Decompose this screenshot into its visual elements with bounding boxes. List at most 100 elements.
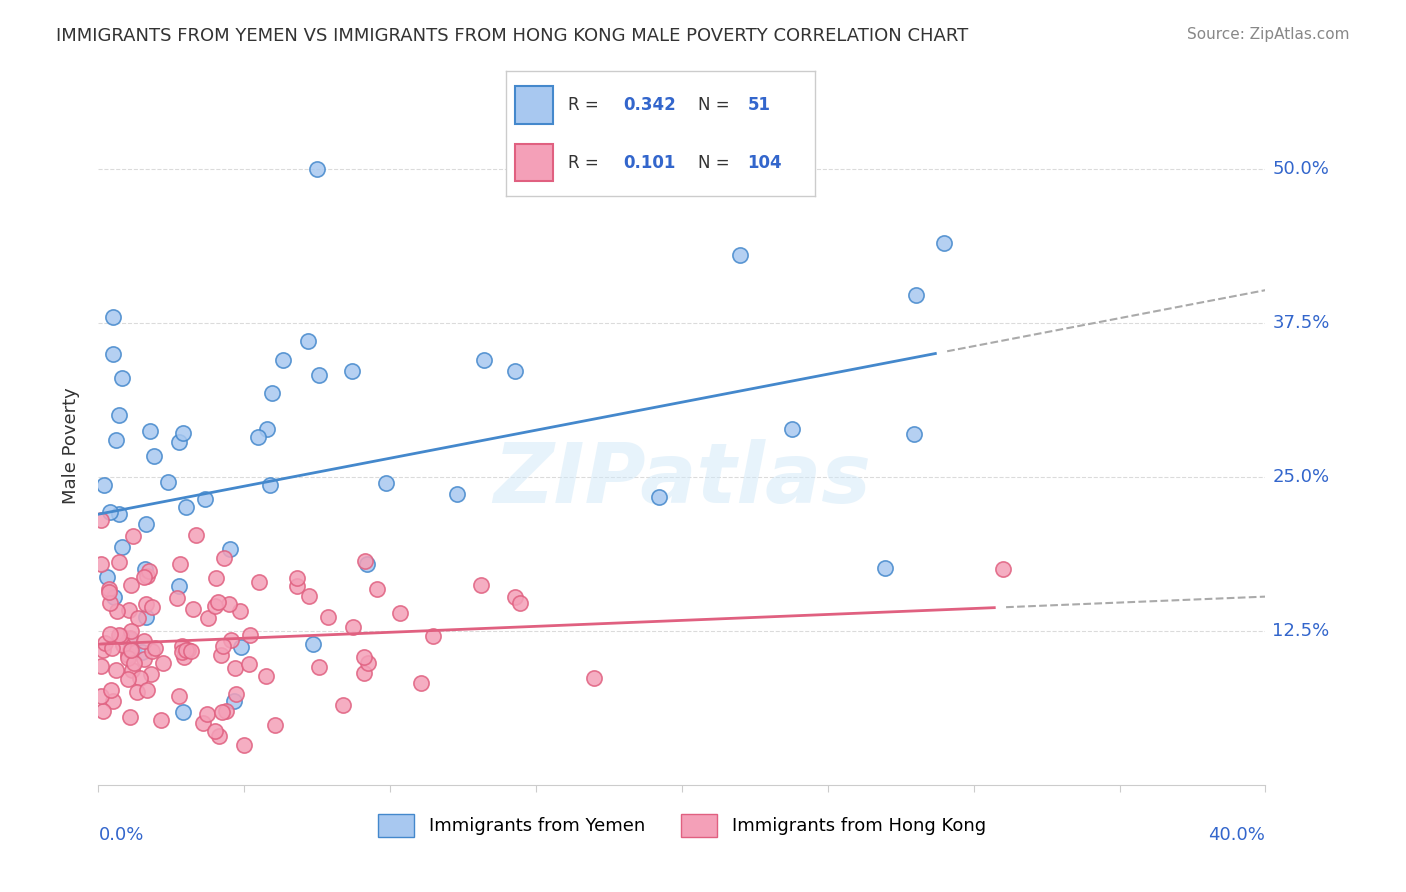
Point (93, 636, 115, 650)
Point (260, 386, 283, 401)
Point (90, 690, 112, 704)
Point (141, 600, 163, 615)
Point (125, 685, 148, 699)
Point (302, 637, 325, 651)
Point (124, 656, 146, 670)
Point (222, 694, 245, 708)
Point (98, 596, 121, 610)
Point (180, 644, 202, 658)
Point (152, 656, 174, 670)
Point (342, 620, 364, 634)
Point (353, 650, 375, 665)
Point (246, 430, 269, 444)
Point (136, 568, 159, 582)
Point (104, 663, 127, 677)
Point (505, 364, 527, 378)
FancyBboxPatch shape (516, 87, 553, 124)
Point (271, 352, 294, 367)
Point (176, 642, 198, 657)
Text: 0.0%: 0.0% (98, 826, 143, 844)
Point (470, 578, 492, 592)
Point (134, 569, 156, 583)
Point (254, 669, 277, 683)
Point (150, 714, 173, 728)
Point (194, 491, 217, 506)
Text: N =: N = (697, 96, 730, 114)
Text: 37.5%: 37.5% (1272, 314, 1330, 332)
Point (647, 490, 669, 504)
Point (204, 571, 226, 585)
Point (96, 569, 118, 583)
Point (111, 638, 134, 652)
Text: R =: R = (568, 96, 605, 114)
Point (298, 589, 321, 603)
Point (356, 657, 378, 671)
Point (110, 629, 132, 643)
Point (356, 558, 378, 572)
Point (91, 704, 114, 718)
Point (172, 425, 194, 440)
Point (212, 639, 235, 653)
Point (308, 660, 330, 674)
Point (264, 718, 287, 732)
Point (120, 631, 142, 645)
Y-axis label: Male Poverty: Male Poverty (62, 388, 80, 504)
Text: 25.0%: 25.0% (1272, 467, 1330, 486)
Text: Source: ZipAtlas.com: Source: ZipAtlas.com (1187, 27, 1350, 42)
Point (214, 551, 236, 566)
Point (204, 723, 226, 738)
Point (108, 628, 131, 642)
Point (509, 596, 531, 610)
Point (118, 710, 141, 724)
Text: 0.101: 0.101 (624, 153, 676, 171)
Point (782, 422, 804, 436)
Point (903, 427, 925, 442)
Point (145, 640, 167, 655)
Point (108, 408, 131, 422)
Point (104, 433, 127, 447)
Point (173, 649, 195, 664)
Point (308, 368, 330, 382)
Text: 104: 104 (748, 153, 782, 171)
Point (135, 683, 157, 698)
Point (157, 475, 180, 490)
Point (167, 434, 190, 449)
Point (389, 606, 412, 620)
Point (905, 288, 928, 302)
Point (138, 564, 160, 578)
Text: 50.0%: 50.0% (1272, 160, 1329, 178)
Point (167, 689, 190, 703)
Point (218, 597, 240, 611)
Point (305, 161, 328, 176)
Point (90, 557, 112, 571)
Point (120, 643, 142, 657)
Point (100, 682, 122, 697)
Point (211, 705, 233, 719)
Point (197, 611, 219, 625)
Point (318, 610, 340, 624)
Point (256, 422, 278, 436)
Point (174, 500, 197, 515)
Point (120, 643, 142, 657)
Point (238, 657, 260, 671)
Point (108, 555, 131, 569)
Point (170, 639, 193, 653)
Point (259, 477, 281, 491)
Point (229, 604, 252, 618)
Point (285, 579, 308, 593)
Point (219, 633, 242, 648)
Point (120, 578, 142, 592)
Point (934, 235, 956, 250)
Text: IMMIGRANTS FROM YEMEN VS IMMIGRANTS FROM HONG KONG MALE POVERTY CORRELATION CHAR: IMMIGRANTS FROM YEMEN VS IMMIGRANTS FROM… (56, 27, 969, 45)
Point (121, 663, 143, 677)
Point (103, 590, 125, 604)
Point (117, 651, 139, 665)
Point (93, 478, 115, 492)
Point (101, 310, 124, 324)
Point (224, 661, 246, 675)
Point (177, 643, 200, 657)
Point (143, 449, 166, 463)
Point (132, 652, 155, 666)
Point (991, 562, 1014, 576)
Point (472, 352, 495, 367)
